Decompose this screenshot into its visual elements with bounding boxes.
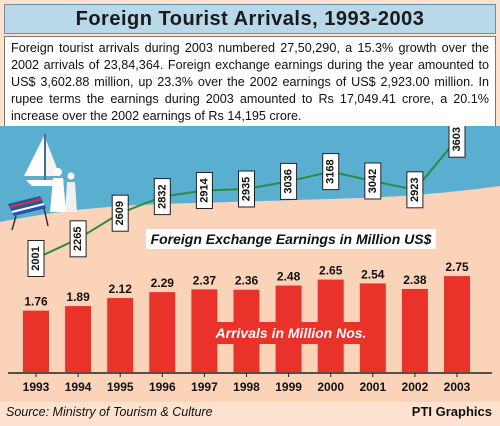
earnings-label-box [146, 229, 436, 249]
earnings-point-box [195, 172, 213, 209]
arrivals-value-label: 2.12 [109, 282, 133, 296]
earnings-point-box [406, 171, 424, 209]
earnings-point-1995: 2609 [111, 194, 129, 232]
earnings-point-2001: 3042 [364, 162, 382, 200]
arrivals-label-box [202, 322, 380, 344]
x-tick-label: 2002 [402, 380, 429, 394]
arrivals-bar-2002 [401, 289, 428, 372]
arrivals-value-label: 2.48 [277, 270, 301, 284]
x-tick-label: 1995 [107, 380, 134, 394]
earnings-point-box [364, 162, 382, 200]
earnings-value-label: 2609 [114, 201, 126, 225]
earnings-chart-label: Foreign Exchange Earnings in Million US$ [146, 229, 436, 249]
earnings-value-label: 3603 [451, 127, 463, 151]
arrivals-value-label: 2.54 [361, 267, 385, 281]
earnings-value-label: 2914 [198, 177, 210, 202]
earnings-point-1993: 2001 [27, 240, 45, 277]
earnings-value-label: 3036 [283, 169, 295, 193]
earnings-point-1997: 2914 [195, 172, 213, 209]
arrivals-value-label: 2.29 [151, 276, 175, 290]
people-icon [50, 168, 77, 212]
earnings-point-box [448, 126, 466, 158]
earnings-value-label: 2832 [156, 184, 168, 208]
earnings-point-box [69, 220, 87, 258]
arrivals-value-label: 1.76 [24, 295, 48, 309]
summary-box: Foreign tourist arrivals during 2003 num… [4, 36, 496, 128]
x-tick-label: 1999 [275, 380, 302, 394]
arrivals-value-label: 2.37 [193, 273, 217, 287]
earnings-point-box [238, 170, 255, 208]
earnings-value-label: 2935 [241, 177, 253, 201]
x-tick-label: 2000 [317, 380, 344, 394]
arrivals-bar-1995 [107, 298, 134, 372]
x-tick-label: 2003 [444, 380, 471, 394]
earnings-point-2002: 2923 [406, 171, 424, 209]
earnings-point-box [153, 178, 171, 216]
x-tick-label: 1996 [149, 380, 176, 394]
earnings-point-box [280, 162, 298, 200]
x-tick-label: 1993 [23, 380, 50, 394]
earnings-point-1999: 3036 [280, 162, 298, 200]
chart-title: Foreign Tourist Arrivals, 1993-2003 [75, 8, 425, 30]
x-tick-label: 1998 [233, 380, 260, 394]
arrivals-value-label: 2.65 [319, 264, 343, 278]
arrivals-chart-label: Arrivals in Million Nos. [202, 322, 380, 344]
earnings-point-2003: 3603 [448, 126, 466, 158]
arrivals-value-label: 2.38 [403, 273, 427, 287]
arrivals-bar-1996 [149, 292, 176, 372]
arrivals-value-label: 2.36 [235, 274, 259, 288]
earnings-point-1996: 2832 [153, 178, 171, 216]
earnings-value-label: 2001 [30, 246, 42, 270]
summary-text: Foreign tourist arrivals during 2003 num… [11, 41, 489, 123]
earnings-point-1998: 2935 [238, 170, 255, 208]
earnings-point-box [322, 153, 340, 191]
x-tick-label: 1994 [65, 380, 92, 394]
earnings-point-box [27, 240, 45, 277]
x-axis: 1993 1994 1995 1996 1997 1998 1999 2000 2001 2002… [8, 372, 492, 394]
chart-area: 2001 2265 2609 2832 2914 2935 3036 3168 3042 2923… [0, 126, 500, 402]
arrivals-series-title: Arrivals in Million Nos. [215, 325, 367, 341]
arrivals-value-label: 1.89 [66, 290, 90, 304]
earnings-value-label: 2265 [72, 227, 84, 251]
earnings-point-box [111, 194, 129, 232]
x-tick-label: 2001 [359, 380, 386, 394]
source-note: Source: Ministry of Tourism & Culture [6, 405, 213, 419]
arrivals-bar-1994 [65, 306, 92, 372]
arrivals-bar-2003 [444, 276, 470, 372]
x-tick-label: 1997 [191, 380, 218, 394]
credit-label: PTI Graphics [411, 404, 492, 419]
earnings-point-2000: 3168 [322, 153, 340, 191]
arrivals-value-label: 2.75 [445, 260, 469, 274]
earnings-value-label: 2923 [409, 178, 421, 202]
earnings-point-1994: 2265 [69, 220, 87, 258]
earnings-value-label: 3168 [325, 159, 337, 183]
earnings-series-title: Foreign Exchange Earnings in Million US$ [151, 231, 432, 247]
earnings-value-label: 3042 [367, 169, 379, 193]
arrivals-bar-1993 [23, 310, 49, 372]
beach-chair-icon [8, 196, 49, 231]
title-bar: Foreign Tourist Arrivals, 1993-2003 [4, 4, 496, 34]
earnings-line-chart: 2001 2265 2609 2832 2914 2935 3036 3168 3042 2923… [27, 126, 466, 277]
